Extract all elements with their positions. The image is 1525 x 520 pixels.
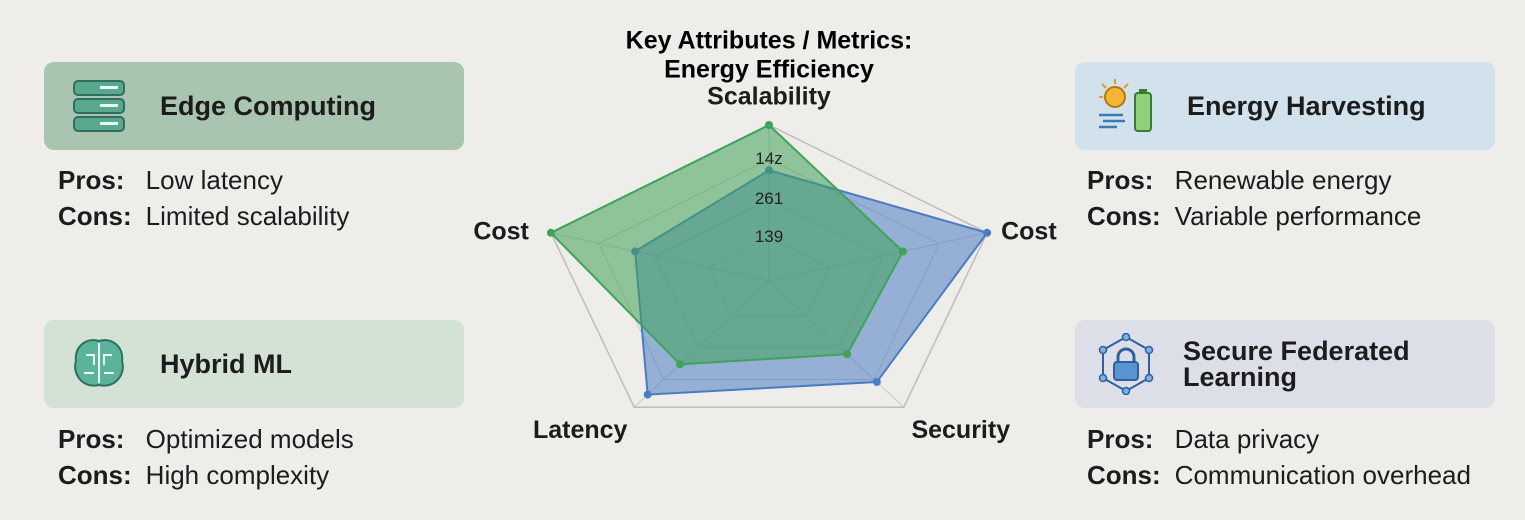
axis-label: Cost (1001, 217, 1057, 245)
pros-cons: Pros: Renewable energy Cons: Variable perf… (1087, 162, 1520, 234)
chart-subtitle: Energy Efficiency (664, 56, 874, 84)
series-point (898, 247, 907, 256)
value: Data privacy (1174, 424, 1320, 454)
label: Pros: (1087, 165, 1154, 195)
axis-label: Latency (533, 416, 628, 444)
tick-label: 14z (755, 149, 782, 168)
card-header: Energy Harvesting (1075, 62, 1495, 150)
value: Optimized models (145, 424, 354, 454)
value: High complexity (145, 460, 330, 490)
series-area (549, 123, 905, 366)
series-point (643, 390, 652, 399)
series-point (843, 350, 852, 359)
card-title: Hybrid ML (160, 349, 292, 379)
label: Cons: (58, 201, 132, 231)
tick-label: 261 (755, 189, 783, 208)
card-header: Secure Federated Learning (1075, 320, 1495, 408)
card-title: Energy Harvesting (1187, 91, 1426, 121)
value: Low latency (145, 165, 283, 195)
pros-cons: Pros: Data privacy Cons: Communication ove… (1087, 421, 1520, 493)
series-point (872, 377, 881, 386)
pros-cons: Pros: Optimized models Cons: High complexi… (58, 421, 354, 493)
value: Limited scalability (145, 201, 350, 231)
card-header: Edge Computing (44, 62, 464, 150)
series-point (983, 228, 992, 237)
series-point (546, 228, 555, 237)
axis-label: Scalability (707, 83, 831, 111)
value: Communication overhead (1174, 460, 1471, 490)
label: Cons: (1087, 201, 1161, 231)
tick-label: 139 (755, 227, 783, 246)
label: Cons: (1087, 460, 1161, 490)
series-point (765, 121, 773, 129)
energy-icon (1099, 79, 1152, 132)
label: Pros: (1087, 424, 1154, 454)
label: Cons: (58, 460, 132, 490)
value: Variable performance (1174, 201, 1422, 231)
axis-label: Security (911, 416, 1010, 444)
value: Renewable energy (1174, 165, 1392, 195)
card-title: Edge Computing (160, 91, 376, 121)
card-title: Secure Federated Learning (1183, 336, 1410, 392)
lock-network-icon (1098, 333, 1154, 395)
chart-title: Key Attributes / Metrics: (626, 27, 913, 55)
label: Pros: (58, 424, 125, 454)
server-icon (73, 80, 125, 132)
brain-icon (74, 339, 124, 387)
series-point (676, 360, 685, 369)
axis-label: Cost (473, 217, 529, 245)
label: Pros: (58, 165, 125, 195)
pros-cons: Pros: Low latency Cons: Limited scalabilit… (58, 162, 349, 234)
card-header: Hybrid ML (44, 320, 464, 408)
